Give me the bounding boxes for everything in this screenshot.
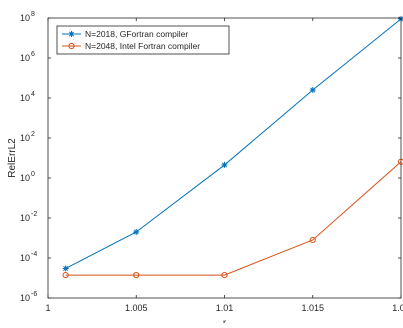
series-2 bbox=[62, 158, 403, 279]
y-tick-base: 10 bbox=[20, 173, 30, 183]
y-tick-exponent: -6 bbox=[31, 291, 37, 298]
legend-label: N=2018, GFortran compiler bbox=[85, 29, 188, 39]
y-tick-label: 10 bbox=[20, 173, 30, 183]
x-tick-label: 1.01 bbox=[216, 303, 234, 313]
data-point-stroke bbox=[133, 229, 139, 235]
data-point bbox=[221, 271, 228, 279]
y-tick-exponent: -2 bbox=[31, 211, 37, 218]
y-tick-label: 10 bbox=[20, 53, 30, 63]
y-tick-label: 10 bbox=[20, 133, 30, 143]
y-tick-base: 10 bbox=[20, 53, 30, 63]
legend-label: N=2048, Intel Fortran compiler bbox=[85, 41, 200, 51]
y-tick-base: 10 bbox=[20, 93, 30, 103]
y-tick-exponent: 0 bbox=[31, 171, 35, 178]
y-tick-exponent: 8 bbox=[31, 11, 35, 18]
data-point bbox=[133, 271, 140, 279]
data-point bbox=[309, 236, 316, 244]
y-tick-exponent: 6 bbox=[31, 51, 35, 58]
y-tick-label: 10 bbox=[20, 93, 30, 103]
legend: N=2018, GFortran compiler N=2048, Intel F… bbox=[56, 25, 230, 55]
data-point bbox=[62, 271, 69, 279]
data-point-stroke bbox=[63, 265, 69, 271]
y-tick-base: 10 bbox=[20, 253, 30, 263]
y-tick-label: 10 bbox=[20, 293, 30, 303]
data-point bbox=[62, 265, 69, 272]
legend-box bbox=[56, 25, 230, 55]
y-axis-label: RelErrL2 bbox=[7, 138, 18, 178]
y-tick-exponent: 2 bbox=[31, 131, 35, 138]
y-tick-base: 10 bbox=[20, 213, 30, 223]
x-tick-label: 1 bbox=[45, 303, 50, 313]
y-tick-exponent: 4 bbox=[31, 91, 35, 98]
x-tick-label: 1.02 bbox=[392, 303, 403, 313]
y-tick-label: 10 bbox=[20, 13, 30, 23]
data-point bbox=[133, 228, 140, 235]
y-tick-label: 10 bbox=[20, 213, 30, 223]
x-tick-label: 1.005 bbox=[125, 303, 148, 313]
y-tick-base: 10 bbox=[20, 293, 30, 303]
y-tick-exponent: -4 bbox=[31, 251, 37, 258]
plot-area bbox=[48, 18, 401, 298]
data-point bbox=[221, 161, 228, 168]
series-line bbox=[65, 161, 402, 276]
data-point bbox=[68, 31, 75, 37]
data-point-stroke bbox=[68, 31, 75, 37]
data-point bbox=[68, 42, 75, 50]
y-tick-base: 10 bbox=[20, 13, 30, 23]
y-tick-base: 10 bbox=[20, 133, 30, 143]
x-tick-label: 1.015 bbox=[301, 303, 324, 313]
y-tick-label: 10 bbox=[20, 253, 30, 263]
data-point bbox=[309, 87, 316, 94]
x-axis-label: r bbox=[223, 318, 227, 323]
data-point-stroke bbox=[221, 162, 228, 168]
data-point-stroke bbox=[310, 87, 316, 93]
